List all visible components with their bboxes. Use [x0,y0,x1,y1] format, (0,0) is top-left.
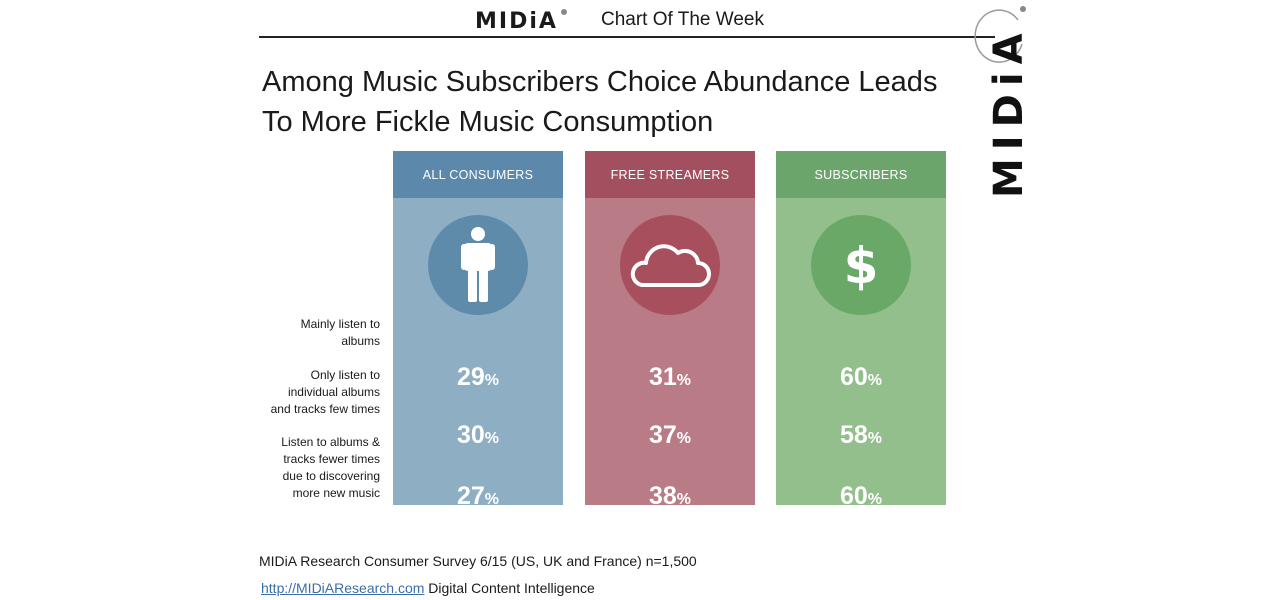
row-label-line: more new music [292,486,380,500]
data-value-unit: % [867,372,883,389]
row-label-line: Listen to albums & [281,435,380,449]
brand-logo-dot-icon [560,9,567,15]
data-value-number: 29 [456,363,485,391]
data-value-number: 31 [648,363,677,391]
column-free-streamers: FREE STREAMERS 31% 37% 38% [585,151,755,510]
data-value-number: 58 [839,421,868,449]
column-header: FREE STREAMERS [585,151,755,198]
data-value-number: 60 [839,482,868,510]
row-label-line: Mainly listen to [300,317,380,331]
row-label-line: individual albums [287,385,380,399]
column-body: $60% 58% 60% [776,198,946,510]
row-label-line: and tracks few times [270,402,380,416]
chart-title: Among Music Subscribers Choice Abundance… [262,62,962,142]
data-value-unit: % [676,372,692,389]
column-all-consumers: ALL CONSUMERS 29% 30% 27% [393,151,563,510]
footer-tagline: Digital Content Intelligence [424,580,595,596]
data-value-unit: % [867,491,883,508]
header-divider [259,36,995,38]
row-label-line: tracks fewer times [283,452,380,466]
website-link[interactable]: http://MIDiAResearch.com [261,580,425,596]
chart-title-line-2: To More Fickle Music Consumption [262,106,714,138]
footer: http://MIDiAResearch.com Digital Content… [261,580,595,596]
data-value: 58% [776,421,946,450]
row-label-line: Only listen to [310,368,380,382]
row-label-line: albums [341,334,380,348]
data-value: 37% [585,421,755,450]
data-value: 38% [585,482,755,511]
data-value-number: 38 [648,482,677,510]
data-value-unit: % [484,430,500,447]
data-value-number: 37 [648,421,677,449]
data-value-unit: % [484,372,500,389]
data-value-number: 27 [456,482,485,510]
data-value-unit: % [484,491,500,508]
data-value: 31% [585,363,755,392]
source-note: MIDiA Research Consumer Survey 6/15 (US,… [259,553,697,569]
data-value-unit: % [867,430,883,447]
data-value-number: 60 [839,363,868,391]
data-value: 29% [393,363,563,392]
data-value: 60% [776,482,946,511]
data-value: 27% [393,482,563,511]
row-label: Only listen to individual albums and track… [271,367,380,418]
data-value-unit: % [676,430,692,447]
data-value-number: 30 [456,421,485,449]
column-body: 31% 37% 38% [585,198,755,510]
side-logo-dot-icon [1020,6,1026,12]
data-value: 30% [393,421,563,450]
column-subscribers: SUBSCRIBERS $60% 58% 60% [776,151,946,510]
cloud-icon [620,215,720,315]
header-brand-logo: MIDiA [475,4,569,38]
person-icon [428,215,528,315]
chart-title-line-1: Among Music Subscribers Choice Abundance… [262,66,938,98]
column-body: 29% 30% 27% [393,198,563,510]
side-logo-text: MIDiA [986,25,1032,198]
side-logo-ring-icon [974,9,1023,63]
dollar-icon: $ [811,215,911,315]
row-label: Listen to albums & tracks fewer times due … [281,434,380,502]
column-header: SUBSCRIBERS [776,151,946,198]
data-value: 60% [776,363,946,392]
data-value-unit: % [676,491,692,508]
header-title: Chart Of The Week [601,9,764,30]
row-label-line: due to discovering [282,469,380,483]
side-logo: MIDiA [974,6,1032,198]
row-label: Mainly listen to albums [301,316,380,350]
column-header: ALL CONSUMERS [393,151,563,198]
svg-text:$: $ [844,237,879,295]
brand-logo-text: MIDiA [475,8,558,34]
